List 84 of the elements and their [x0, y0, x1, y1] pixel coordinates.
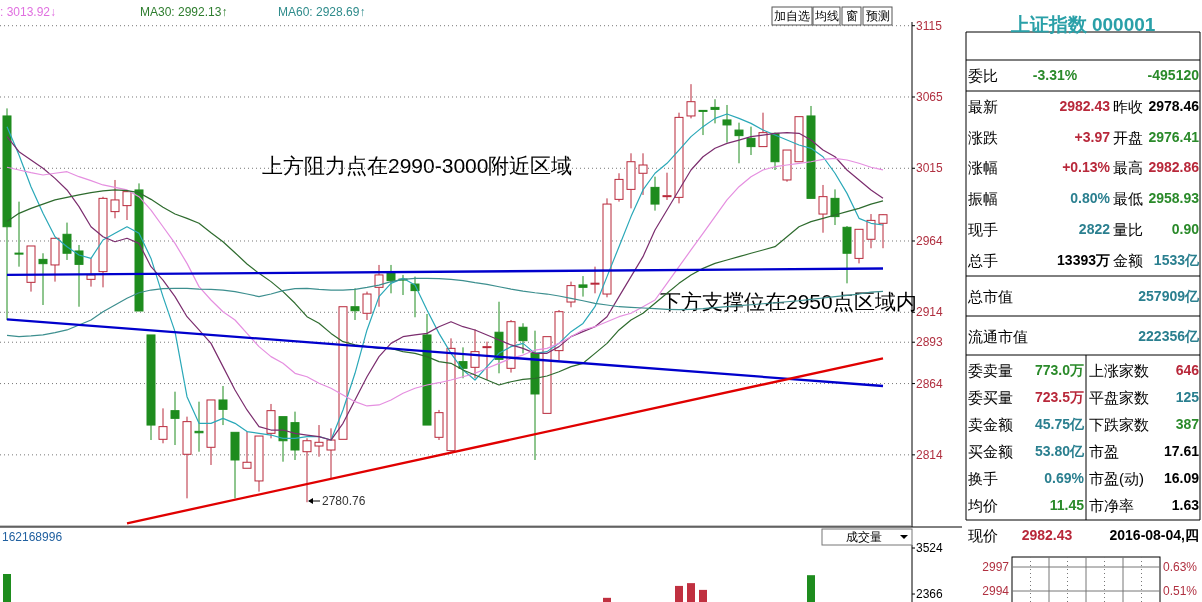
y-tick-label: 2864 — [916, 376, 944, 391]
text: 委买量 — [968, 388, 1013, 406]
text: 昨收 — [1113, 97, 1143, 115]
text: -495120 — [1147, 67, 1200, 83]
text: : 3013.92↓ — [0, 5, 57, 19]
text: 平盘家数 — [1089, 388, 1149, 406]
y-tick-label: 2814 — [916, 447, 944, 462]
text: 773.0万 — [1034, 362, 1084, 378]
y-tick-label: 3115 — [916, 18, 943, 33]
annotation: 均线 — [813, 9, 839, 23]
text: 2994 — [982, 584, 1010, 598]
text: 0.80% — [1070, 190, 1111, 206]
text: MA60: 2928.69↑ — [278, 5, 366, 19]
text: 646 — [1175, 362, 1200, 378]
text: 委比 — [968, 66, 998, 84]
text: 流通市值 — [968, 327, 1028, 345]
text: 金额 — [1113, 251, 1143, 269]
text: 涨幅 — [968, 158, 998, 176]
text: 45.75亿 — [1034, 416, 1085, 432]
annotation: 窗 — [845, 9, 858, 23]
text: 2982.43 — [1059, 98, 1111, 114]
text: 买金额 — [968, 442, 1013, 460]
text: 387 — [1175, 416, 1200, 432]
text: 257909亿 — [1138, 288, 1200, 304]
text: +3.97 — [1074, 129, 1111, 145]
text: 现手 — [968, 220, 998, 238]
text: 量比 — [1113, 220, 1143, 238]
text: 市盈 — [1089, 442, 1119, 460]
text: 现价 — [968, 526, 998, 544]
text: MA30: 2992.13↑ — [140, 5, 228, 19]
text: 振幅 — [968, 189, 998, 207]
y-tick-label: 3524 — [916, 541, 944, 556]
text: 下跌家数 — [1089, 415, 1149, 433]
text: 卖金额 — [968, 415, 1013, 433]
text: 2958.93 — [1148, 190, 1200, 206]
text: 2016-08-04,四 — [1109, 527, 1199, 543]
text: 0.51% — [1163, 584, 1198, 598]
text: 上涨家数 — [1089, 361, 1149, 379]
text: 涨跌 — [968, 128, 998, 146]
text: 总手 — [967, 251, 998, 269]
annotation: 预测 — [865, 9, 890, 23]
text: 市净率 — [1089, 496, 1134, 514]
text: 0.90 — [1171, 221, 1200, 237]
annotation: 加自选 — [774, 9, 810, 23]
annotation: 上方阻力点在2990-3000附近区域 — [262, 153, 573, 177]
text: 11.45 — [1049, 497, 1085, 513]
text: 0.69% — [1044, 470, 1085, 486]
text: 最高 — [1113, 158, 1143, 176]
text: 上证指数 000001 — [1009, 13, 1156, 35]
text: 2976.41 — [1148, 129, 1200, 145]
text: 总市值 — [967, 287, 1013, 305]
text: 成交量 — [846, 530, 882, 544]
y-tick-label: 2964 — [916, 233, 944, 248]
text: 换手 — [968, 469, 998, 487]
text: 市盈(动) — [1089, 469, 1144, 487]
text: 开盘 — [1113, 128, 1143, 146]
text: 0.63% — [1163, 560, 1198, 574]
y-tick-label: 3015 — [916, 161, 944, 176]
text: -3.31% — [1032, 67, 1078, 83]
text: 1533亿 — [1153, 252, 1200, 268]
y-tick-label: 2366 — [916, 587, 944, 602]
text: 13393万 — [1057, 252, 1110, 268]
text: 16.09 — [1163, 470, 1200, 486]
y-tick-label: 3065 — [916, 89, 944, 104]
text: 2997 — [982, 560, 1010, 574]
text: 均价 — [967, 496, 998, 514]
y-tick-label: 2914 — [916, 305, 944, 320]
annotation: 2780.76 — [322, 494, 366, 508]
y-tick-label: 2893 — [916, 335, 944, 350]
text: 2982.43 — [1021, 527, 1073, 543]
text: 最新 — [968, 97, 998, 115]
text: 723.5万 — [1034, 389, 1084, 405]
text: 53.80亿 — [1034, 443, 1085, 459]
text: 最低 — [1113, 189, 1143, 207]
text: 125 — [1175, 389, 1200, 405]
text: +0.13% — [1062, 159, 1111, 175]
text: 2982.86 — [1148, 159, 1200, 175]
text: 17.61 — [1163, 443, 1200, 459]
text: 1.63 — [1171, 497, 1200, 513]
text: 委卖量 — [968, 361, 1013, 379]
text: 222356亿 — [1138, 328, 1200, 344]
text: 162168996 — [2, 530, 63, 544]
text: 2978.46 — [1148, 98, 1200, 114]
text: 2822 — [1078, 221, 1111, 237]
